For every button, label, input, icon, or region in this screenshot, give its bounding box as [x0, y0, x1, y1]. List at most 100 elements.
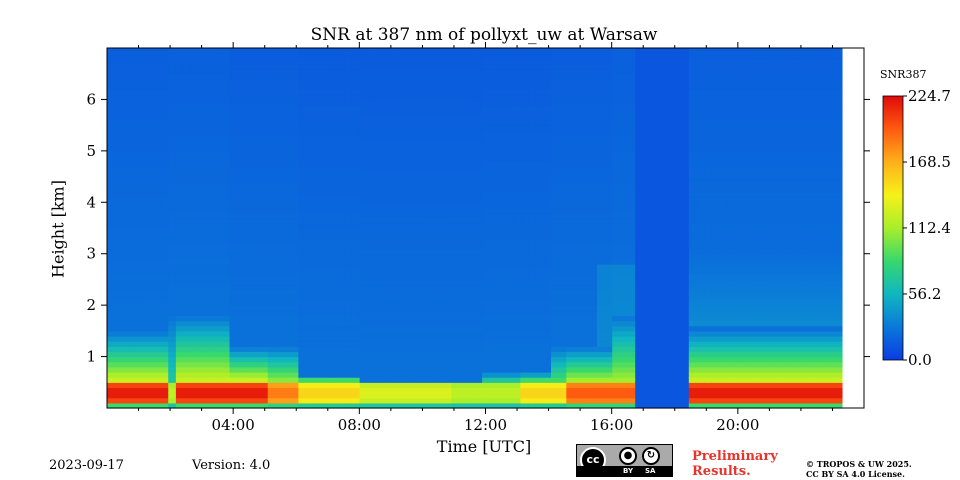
heatmap-cell — [397, 269, 407, 275]
heatmap-cell — [290, 150, 299, 157]
heatmap-cell — [374, 402, 384, 409]
heatmap-cell — [627, 274, 636, 281]
heatmap-cell — [420, 330, 430, 337]
heatmap-cell — [359, 73, 368, 80]
heatmap-cell — [405, 233, 414, 239]
heatmap-cell — [589, 99, 598, 106]
heatmap-cell — [252, 310, 261, 317]
heatmap-cell — [175, 269, 185, 275]
heatmap-cell — [558, 294, 567, 301]
heatmap-cell — [528, 279, 537, 286]
heatmap-cell — [589, 125, 598, 131]
heatmap-cell — [436, 228, 445, 234]
heatmap-cell — [551, 325, 560, 332]
heatmap-cell — [451, 161, 460, 167]
heatmap-cell — [466, 243, 476, 250]
heatmap-cell — [267, 166, 277, 173]
heatmap-cell — [612, 284, 621, 291]
heatmap-cell — [397, 63, 407, 70]
heatmap-cell — [160, 264, 169, 270]
heatmap-cell — [428, 156, 437, 162]
heatmap-cell — [129, 248, 139, 255]
heatmap-cell — [313, 238, 322, 245]
heatmap-cell — [451, 300, 460, 306]
heatmap-cell — [244, 58, 254, 65]
heatmap-cell — [512, 99, 521, 106]
heatmap-cell — [390, 284, 399, 291]
heatmap-cell — [175, 366, 185, 373]
heatmap-cell — [290, 356, 299, 363]
heatmap-cell — [535, 78, 544, 85]
heatmap-cell — [313, 171, 322, 178]
heatmap-cell — [321, 336, 330, 342]
heatmap-cell — [214, 192, 223, 198]
heatmap-cell — [321, 233, 330, 239]
heatmap-cell — [436, 78, 445, 85]
heatmap-cell — [229, 294, 238, 301]
heatmap-cell — [252, 222, 261, 229]
heatmap-cell — [543, 217, 552, 224]
heatmap-cell — [543, 248, 552, 255]
heatmap-cell — [650, 294, 659, 301]
heatmap-cell — [428, 274, 437, 281]
heatmap-cell — [206, 104, 215, 111]
heatmap-cell — [451, 78, 460, 85]
heatmap-cell — [428, 366, 437, 373]
heatmap-cell — [191, 89, 200, 95]
heatmap-cell — [573, 336, 583, 342]
heatmap-cell — [413, 150, 422, 157]
heatmap-cell — [604, 346, 613, 353]
heatmap-cell — [619, 58, 629, 65]
heatmap-cell — [237, 336, 246, 342]
heatmap-cell — [520, 135, 529, 142]
heatmap-cell — [129, 176, 139, 183]
heatmap-cell — [183, 238, 192, 245]
heatmap-cell — [175, 99, 185, 106]
heatmap-cell — [443, 300, 453, 306]
heatmap-cell — [558, 217, 567, 224]
heatmap-cell — [397, 258, 407, 265]
heatmap-cell — [543, 114, 552, 121]
heatmap-cell — [428, 58, 437, 65]
heatmap-cell — [267, 264, 277, 270]
heatmap-cell — [497, 78, 506, 85]
heatmap-cell — [198, 125, 208, 131]
heatmap-cell — [351, 269, 361, 275]
heatmap-cell — [237, 63, 246, 70]
heatmap-cell — [489, 222, 499, 229]
heatmap-cell — [642, 284, 652, 291]
heatmap-cell — [283, 104, 292, 111]
heatmap-cell — [336, 73, 345, 80]
heatmap-cell — [145, 377, 154, 383]
heatmap-cell — [596, 78, 606, 85]
heatmap-cell — [336, 258, 345, 265]
heatmap-cell — [283, 171, 292, 178]
heatmap-cell — [252, 58, 261, 65]
heatmap-cell — [374, 140, 384, 147]
heatmap-cell — [512, 392, 521, 399]
heatmap-cell — [359, 279, 368, 286]
heatmap-cell — [359, 135, 368, 142]
heatmap-cell — [351, 202, 361, 209]
heatmap-cell — [512, 284, 521, 291]
heatmap-cell — [497, 361, 506, 368]
heatmap-cell — [191, 238, 200, 245]
heatmap-cell — [237, 330, 246, 337]
heatmap-cell — [497, 156, 506, 162]
heatmap-cell — [329, 58, 338, 65]
heatmap-cell — [604, 336, 613, 342]
heatmap-cell — [436, 222, 445, 229]
heatmap-cell — [474, 300, 483, 306]
heatmap-cell — [428, 248, 437, 255]
heatmap-cell — [489, 176, 499, 183]
heatmap-cell — [497, 202, 506, 209]
heatmap-cell — [382, 361, 391, 368]
heatmap-cell — [114, 114, 123, 121]
heatmap-cell — [566, 181, 575, 188]
heatmap-cell — [229, 341, 238, 347]
heatmap-cell — [260, 125, 269, 131]
heatmap-cell — [359, 171, 368, 178]
heatmap-cell — [573, 94, 583, 101]
heatmap-cell — [129, 207, 139, 214]
heatmap-cell — [512, 356, 521, 363]
